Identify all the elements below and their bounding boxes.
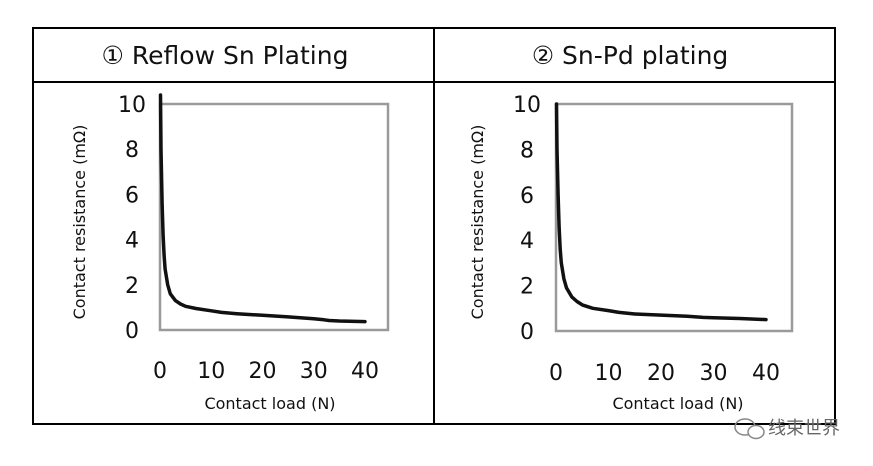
y-tick-label: 10 [513, 93, 541, 118]
x-tick-label: 0 [153, 359, 167, 384]
series-line [554, 102, 768, 322]
plot-area-frame [158, 102, 390, 332]
x-axis-label: Contact load (N) [612, 394, 743, 413]
x-tick-label: 30 [700, 361, 728, 386]
left-chart: 0 2 4 6 8 10 0 10 20 30 40 Contact load (N) Contact … [70, 93, 390, 413]
watermark: 线束世界 [734, 418, 840, 440]
x-tick-label: 40 [351, 359, 379, 384]
y-tick-label: 8 [520, 138, 534, 163]
x-tick-label: 0 [549, 361, 563, 386]
y-tick-label: 2 [520, 275, 534, 300]
right-chart: 0 2 4 6 8 10 0 10 20 30 40 Contact load (N) Contact … [468, 93, 794, 413]
y-tick-label: 0 [125, 319, 139, 344]
y-axis-label: Contact resistance (mΩ) [468, 125, 487, 320]
y-tick-label: 4 [520, 229, 534, 254]
y-tick-label: 2 [125, 274, 139, 299]
x-tick-label: 20 [647, 361, 675, 386]
y-tick-label: 6 [520, 184, 534, 209]
left-panel-title: ① Reflow Sn Plating [102, 41, 349, 70]
y-tick-label: 8 [125, 138, 139, 163]
wechat-icon [734, 418, 765, 440]
y-tick-label: 10 [118, 93, 146, 118]
x-tick-label: 30 [300, 359, 328, 384]
watermark-text: 线束世界 [768, 418, 840, 439]
series-line [158, 93, 367, 324]
x-tick-label: 20 [249, 359, 277, 384]
x-tick-label: 10 [197, 359, 225, 384]
y-tick-label: 0 [520, 320, 534, 345]
y-tick-label: 6 [125, 183, 139, 208]
x-tick-label: 40 [752, 361, 780, 386]
y-tick-label: 4 [125, 229, 139, 254]
y-axis-label: Contact resistance (mΩ) [70, 125, 89, 320]
plot-area-frame [554, 102, 794, 333]
x-tick-label: 10 [595, 361, 623, 386]
x-axis-label: Contact load (N) [204, 394, 335, 413]
right-panel-title: ② Sn-Pd plating [532, 41, 729, 70]
